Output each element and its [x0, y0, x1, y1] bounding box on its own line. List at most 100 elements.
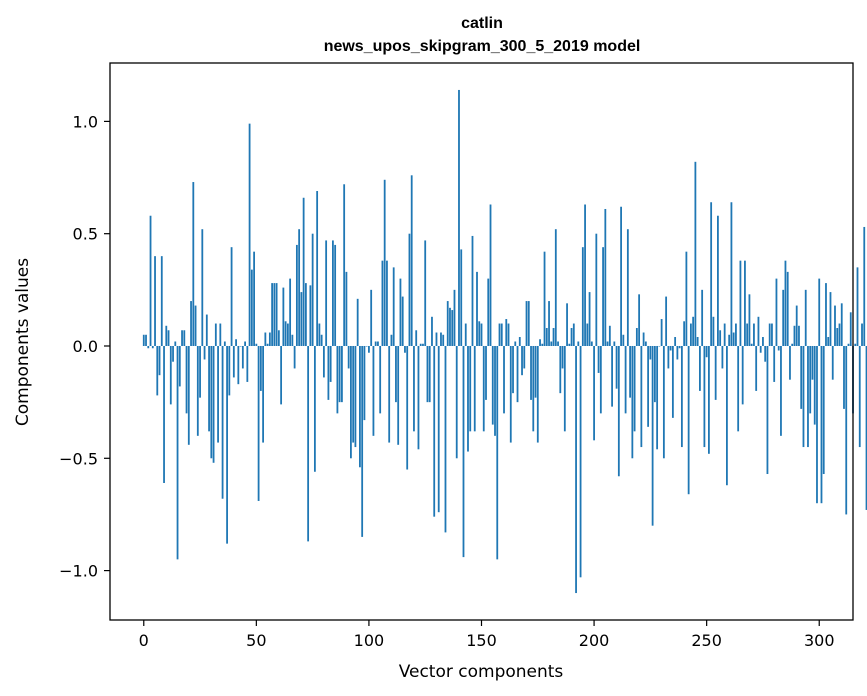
bar [196, 345, 199, 436]
bar [442, 334, 445, 346]
bar [525, 301, 528, 346]
bar [703, 345, 706, 448]
bar [566, 303, 568, 346]
bar [748, 294, 751, 346]
x-axis-ticks: 0 50 100 150 200 250 300 [139, 620, 835, 650]
bar [507, 323, 510, 346]
bar [316, 191, 319, 346]
bar [615, 345, 618, 389]
bar [426, 345, 429, 403]
bar [291, 334, 294, 346]
bar [861, 323, 863, 346]
bar [512, 345, 514, 394]
bar [404, 345, 406, 353]
bar [561, 345, 564, 369]
bar [658, 345, 661, 347]
bar [419, 343, 422, 346]
bar [149, 215, 152, 346]
x-tick-label: 150 [466, 631, 497, 650]
bar [338, 345, 341, 403]
bar [789, 345, 791, 380]
bar [262, 345, 264, 443]
bar [480, 323, 483, 346]
bar [516, 345, 519, 403]
bar [726, 345, 728, 486]
x-tick-label: 0 [139, 631, 149, 650]
bar [581, 247, 584, 346]
bar [678, 345, 681, 349]
bar [257, 345, 260, 501]
bar [541, 343, 544, 346]
bar [701, 289, 704, 346]
bar [192, 182, 195, 346]
bar [235, 339, 237, 346]
bar [617, 345, 620, 477]
bar [401, 296, 404, 346]
bar [322, 345, 325, 378]
bar [433, 345, 436, 517]
bar [460, 249, 463, 346]
bar [435, 332, 438, 346]
bar [304, 283, 307, 346]
bar [737, 345, 740, 432]
bars-group [142, 89, 867, 594]
bar [696, 337, 699, 346]
bar [705, 345, 708, 358]
bar [354, 345, 357, 448]
y-tick-label: 0.0 [73, 337, 98, 356]
bar [268, 332, 271, 346]
bar [437, 345, 440, 513]
bar [577, 341, 580, 346]
bar [449, 307, 451, 346]
bar [174, 341, 177, 346]
bar [721, 345, 724, 369]
bar [590, 341, 593, 346]
bar [644, 341, 647, 346]
bar [178, 345, 181, 387]
bar [527, 301, 530, 346]
bar [791, 343, 794, 346]
bar [374, 341, 377, 346]
bar [744, 260, 746, 346]
bar [665, 296, 668, 346]
bar [559, 345, 562, 394]
bar [611, 345, 613, 407]
bar [714, 345, 717, 400]
bar [753, 323, 755, 346]
bar [336, 345, 339, 414]
bar [719, 330, 722, 346]
bar [687, 345, 690, 495]
bar [732, 332, 735, 346]
bar [478, 321, 481, 346]
bar [532, 345, 535, 432]
bar [237, 345, 240, 385]
bar [836, 328, 839, 346]
bar [509, 345, 512, 443]
bar [647, 345, 650, 427]
bar [802, 345, 805, 448]
bar [201, 229, 204, 346]
bar [318, 323, 321, 346]
bar [228, 345, 231, 396]
bar [259, 345, 262, 391]
bar [536, 345, 539, 443]
bar [820, 345, 823, 504]
bar [840, 303, 843, 346]
bar [363, 345, 366, 421]
bar [798, 325, 800, 346]
bar [163, 345, 165, 483]
bar [602, 247, 604, 346]
bar [757, 316, 760, 346]
bar [327, 345, 330, 400]
bar [172, 345, 174, 362]
bar [392, 267, 395, 346]
bar [620, 206, 622, 346]
bar [568, 343, 571, 346]
bar [642, 332, 645, 346]
bar [277, 330, 280, 346]
bar [214, 323, 217, 346]
bar [255, 343, 258, 346]
bar [165, 325, 168, 346]
bar [608, 325, 611, 346]
bar [545, 328, 548, 346]
